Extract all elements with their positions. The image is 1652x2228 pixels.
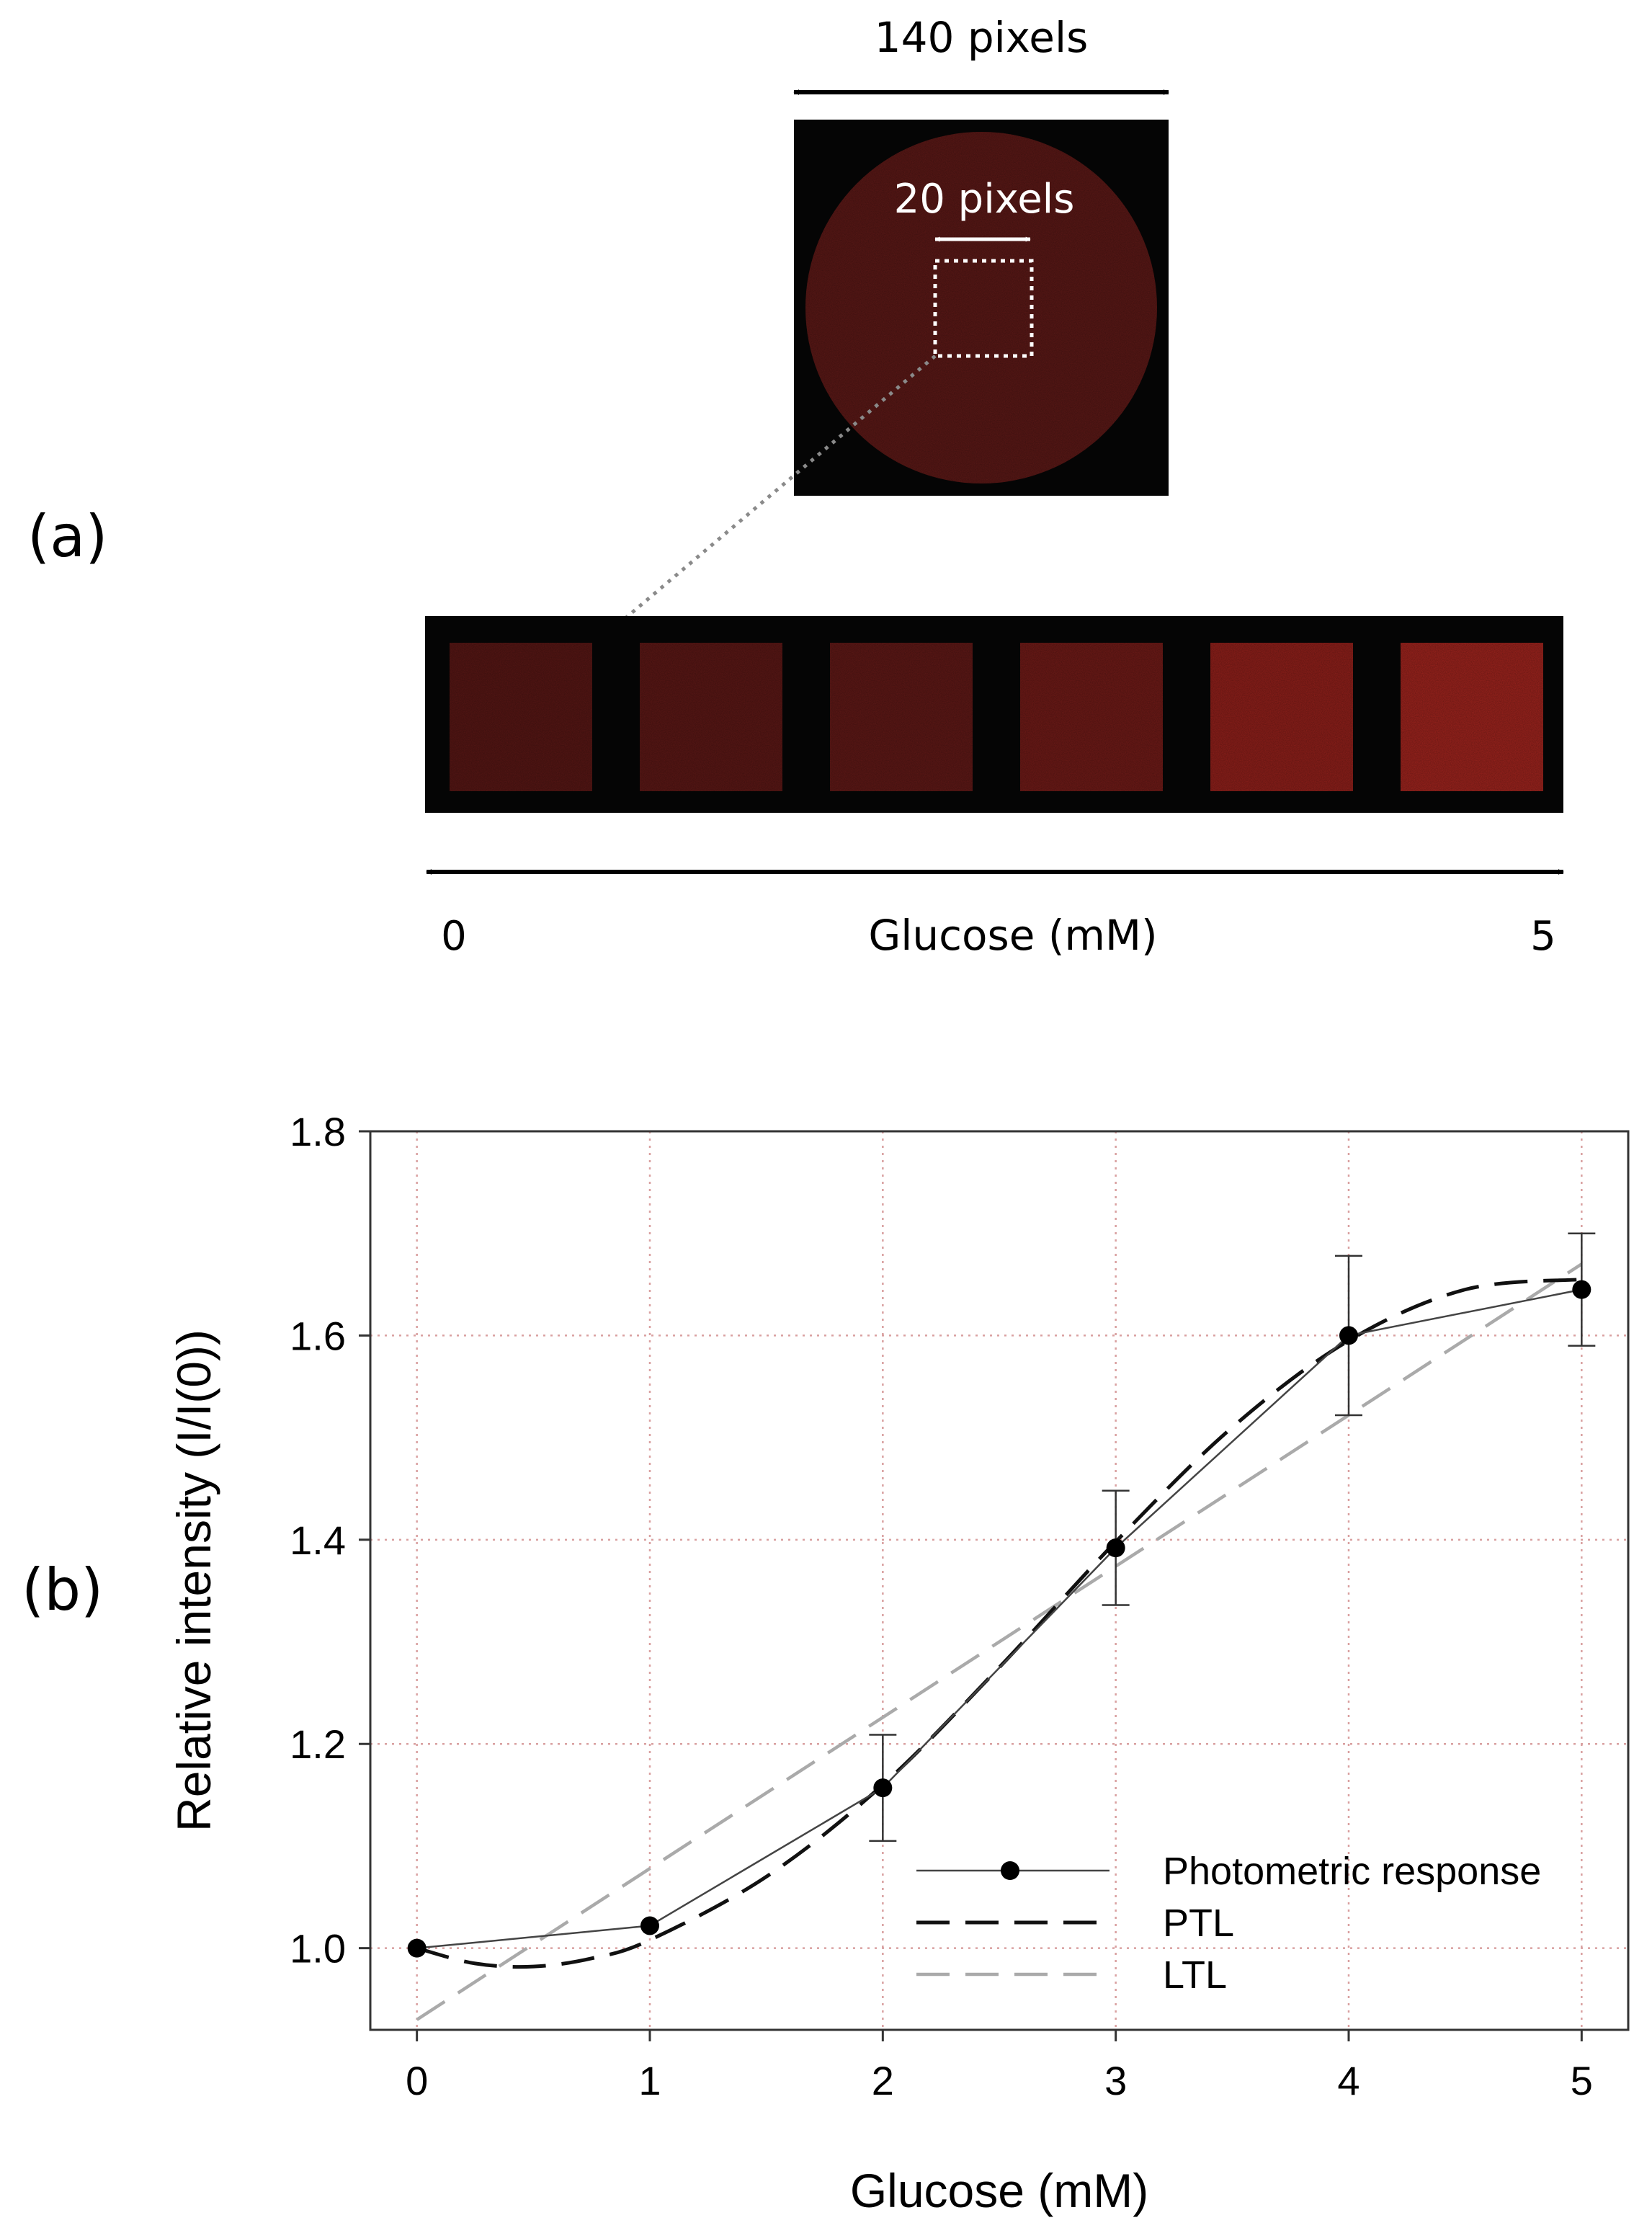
series-layer (407, 1232, 1596, 2021)
swatch-texture-5 (1401, 643, 1543, 791)
plot-frame (369, 1130, 1630, 2031)
chart: 0 1 2 3 4 5 1.0 1.2 1.4 1.6 1.8 Glucose (mM) Relat… (167, 1109, 1630, 2217)
swatch-texture-4 (1210, 643, 1353, 791)
roi-square (933, 259, 1034, 358)
sample-circle-texture (805, 132, 1157, 484)
legend-marker-0 (1001, 1861, 1019, 1880)
y-tick-label-4: 1.8 (290, 1109, 346, 1154)
legend-item-1: PTL (916, 1902, 1234, 1945)
swatch-row (450, 643, 1543, 791)
x-tick-label-2: 2 (872, 2058, 894, 2103)
legend-label-0: Photometric response (1163, 1850, 1541, 1893)
data-point-3 (1106, 1538, 1125, 1558)
swatch-strip (425, 616, 1563, 813)
grid (370, 1130, 1628, 2030)
swatch-texture-1 (640, 643, 782, 791)
x-tick-label-0: 0 (406, 2058, 428, 2103)
legend-item-2: LTL (916, 1953, 1227, 1997)
inner-dimension-label: 20 pixels (894, 176, 1075, 223)
swatch-texture-3 (1020, 643, 1163, 791)
data-point-2 (873, 1778, 893, 1798)
roi-connector-arrow (586, 355, 937, 651)
glucose-axis-start: 0 (441, 913, 467, 960)
legend-item-0: Photometric response (916, 1850, 1541, 1893)
series-2-line (416, 1262, 1583, 2021)
y-tick-label-1: 1.2 (290, 1721, 346, 1767)
x-axis-title: Glucose (mM) (850, 2164, 1148, 2217)
series-2 (416, 1262, 1583, 2021)
series-0-line (416, 1288, 1582, 1949)
glucose-axis-title: Glucose (mM) (868, 911, 1157, 960)
panel-b: (b) 0 1 2 3 4 5 1.0 1.2 1.4 1.6 1.8 Glucose (mM) R… (22, 1109, 1630, 2217)
data-point-0 (407, 1938, 427, 1958)
legend: Photometric response PTL LTL (916, 1850, 1541, 1997)
panel-a-label: (a) (27, 503, 107, 570)
y-tick-label-3: 1.6 (290, 1313, 346, 1358)
swatch-texture-0 (450, 643, 592, 791)
panel-a: (a) 140 pixels 20 pixels 0 Glucose (mM) … (27, 13, 1564, 960)
series-0 (407, 1232, 1596, 1958)
data-point-5 (1572, 1280, 1591, 1299)
legend-label-2: LTL (1163, 1953, 1227, 1997)
ticks: 0 1 2 3 4 5 1.0 1.2 1.4 1.6 1.8 (290, 1109, 1593, 2103)
panel-b-label: (b) (22, 1556, 103, 1623)
y-tick-label-0: 1.0 (290, 1926, 346, 1971)
x-tick-label-1: 1 (638, 2058, 661, 2103)
y-tick-label-2: 1.4 (290, 1518, 346, 1563)
data-point-4 (1339, 1326, 1358, 1345)
top-dimension-label: 140 pixels (875, 13, 1089, 62)
x-tick-label-4: 4 (1337, 2058, 1359, 2103)
legend-label-1: PTL (1163, 1902, 1234, 1945)
x-tick-label-5: 5 (1571, 2058, 1593, 2103)
data-point-1 (640, 1916, 659, 1935)
swatch-texture-2 (830, 643, 973, 791)
y-axis-title: Relative intensity (I/I(0)) (167, 1329, 220, 1832)
x-tick-label-3: 3 (1104, 2058, 1127, 2103)
glucose-axis-end: 5 (1530, 913, 1556, 960)
